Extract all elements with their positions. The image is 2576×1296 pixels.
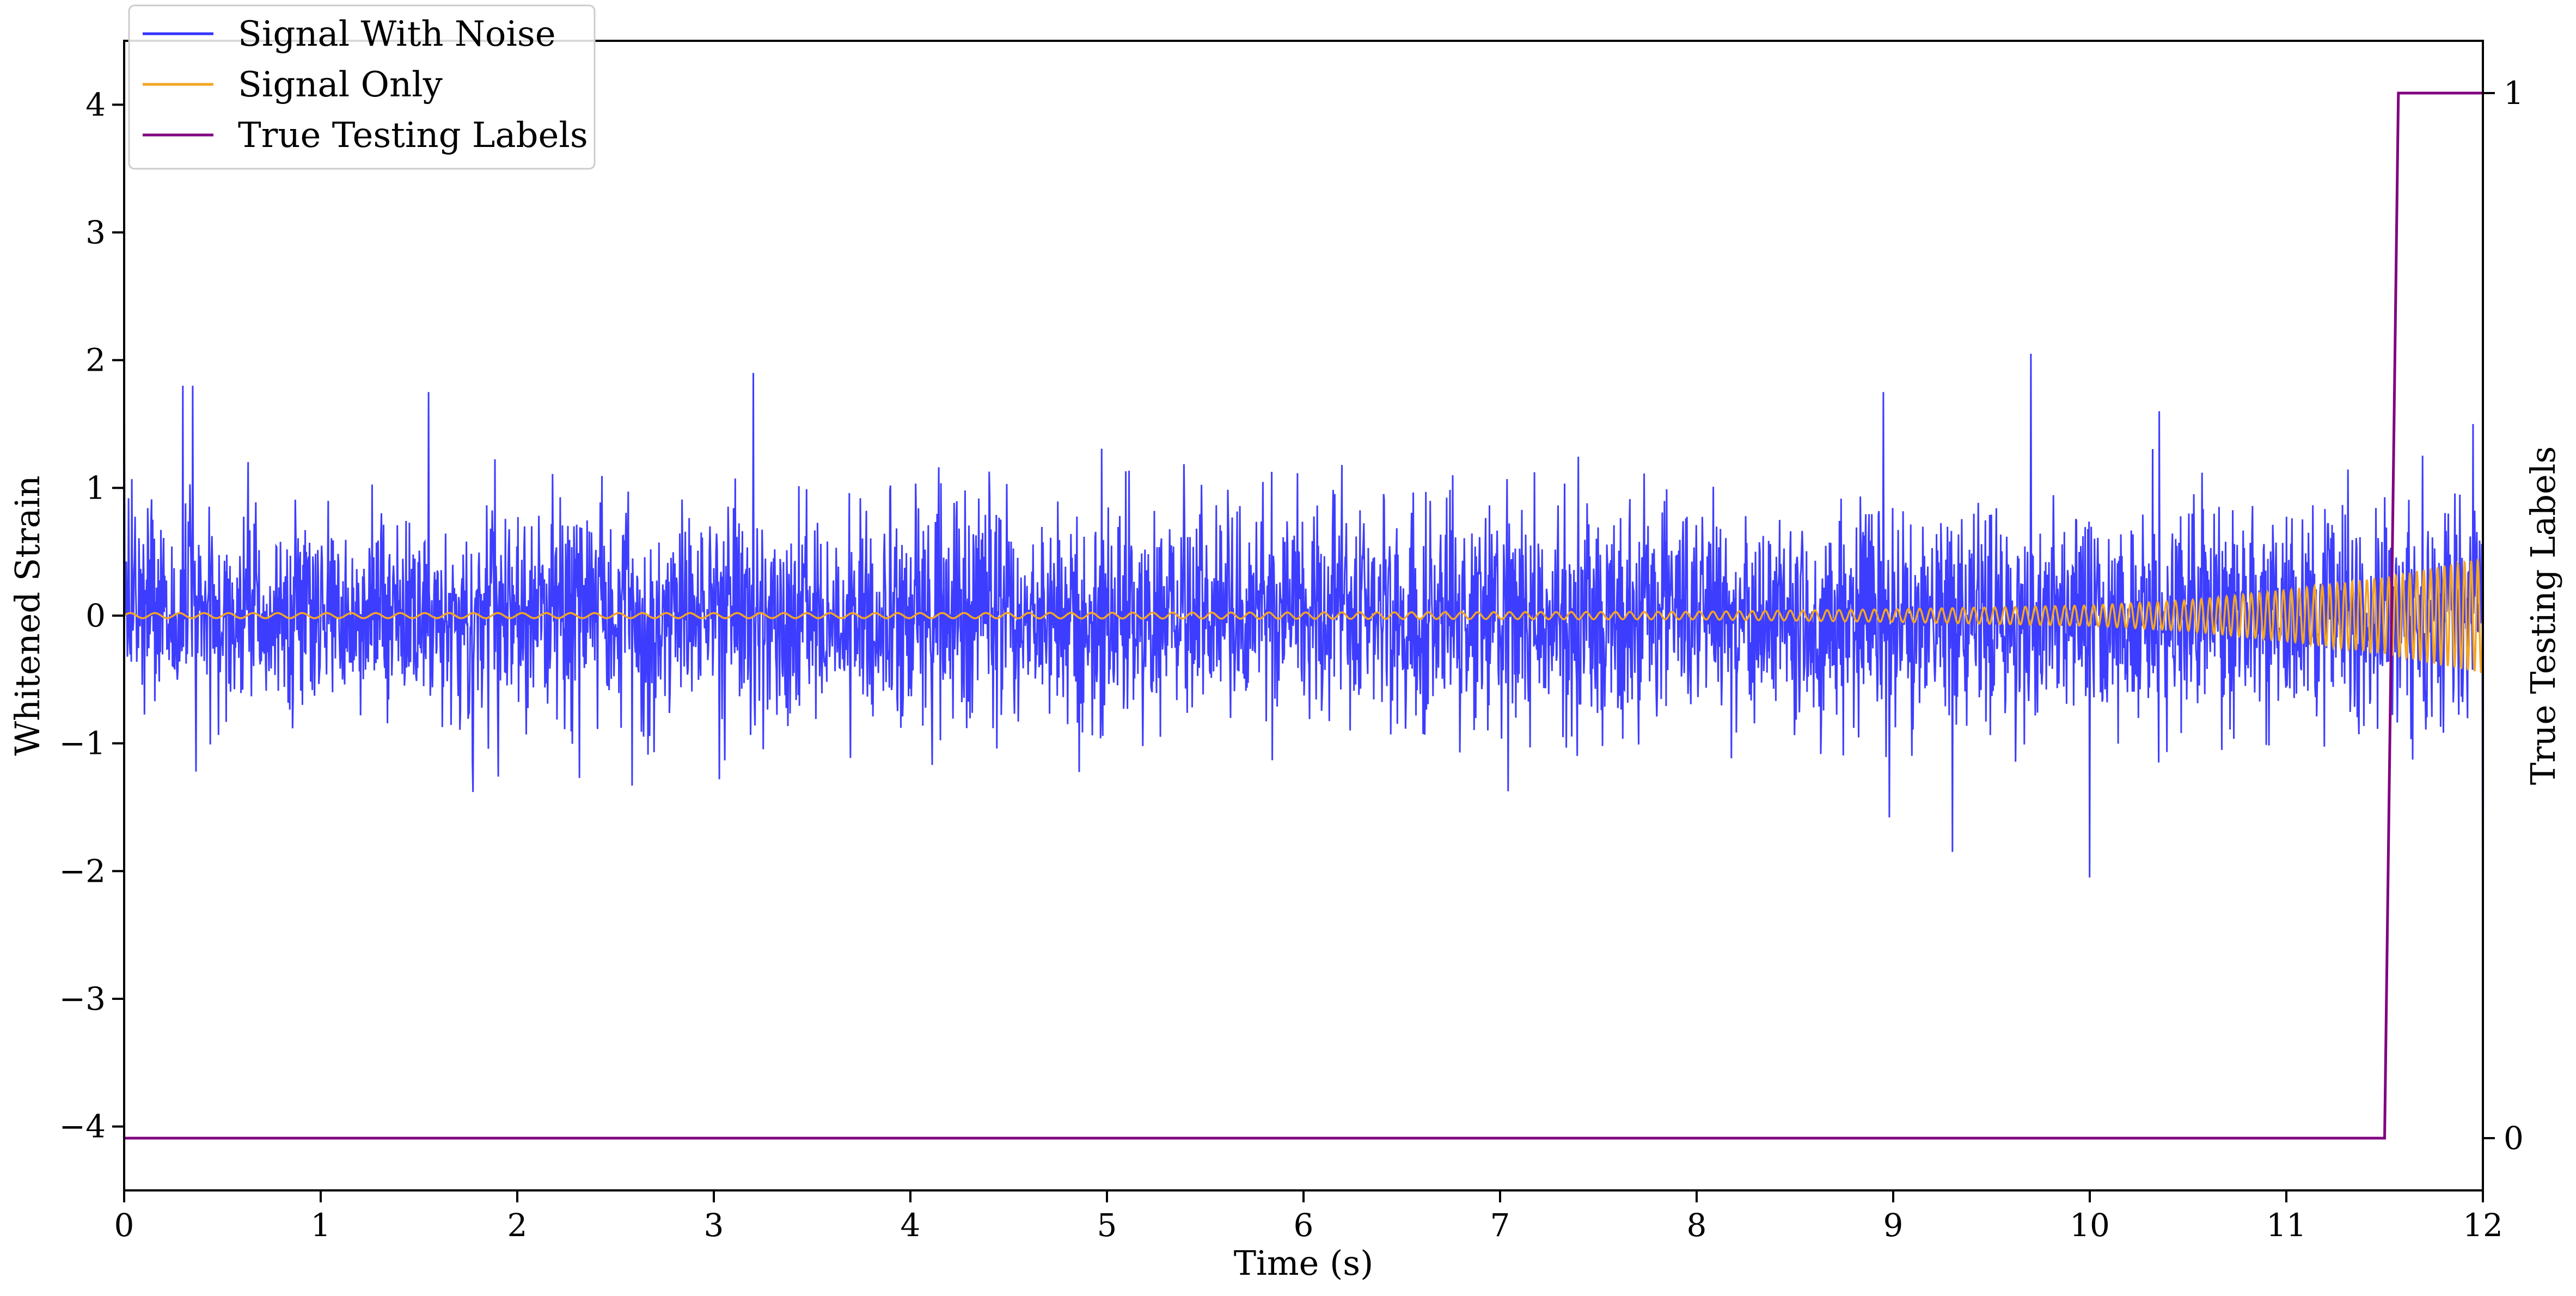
signal-with-noise-line [123, 264, 2484, 1152]
y-tick-label: −2 [59, 852, 106, 889]
y-tick-label: 2 [85, 342, 106, 379]
y2-tick-label: 1 [2504, 75, 2524, 112]
x-axis: 0 1 2 3 4 5 6 7 8 9 10 11 12 [114, 1190, 2503, 1244]
x-tick-label: 1 [311, 1207, 331, 1244]
x-tick-label: 4 [901, 1207, 921, 1244]
x-tick-label: 9 [1883, 1207, 1904, 1244]
y-tick-label: 0 [85, 597, 106, 634]
x-tick-label: 12 [2463, 1207, 2503, 1244]
y-axis-label: Whitened Strain [8, 476, 47, 756]
legend-label-true-testing-labels: True Testing Labels [238, 115, 588, 156]
x-axis-label: Time (s) [1234, 1243, 1374, 1283]
true-testing-labels-line [124, 91, 2483, 1140]
x-tick-label: 10 [2070, 1207, 2110, 1244]
x-tick-label: 11 [2266, 1207, 2306, 1244]
legend-box [128, 4, 596, 170]
y-tick-label: 4 [85, 86, 106, 123]
legend: Signal With Noise Signal Only True Testi… [128, 4, 596, 170]
y-tick-label: −4 [59, 1108, 106, 1145]
x-tick-label: 7 [1490, 1207, 1510, 1244]
signal-with-noise-path [123, 264, 2484, 1152]
y2-tick-label: 0 [2504, 1120, 2524, 1157]
true-testing-labels-path [124, 91, 2483, 1140]
x-tick-label: 0 [114, 1207, 134, 1244]
legend-label-signal-with-noise: Signal With Noise [238, 14, 556, 54]
y-tick-label: 1 [85, 469, 106, 506]
x-tick-label: 8 [1687, 1207, 1707, 1244]
x-tick-label: 3 [704, 1207, 724, 1244]
y-axis-right: 10 [2483, 75, 2524, 1157]
y-axis-left: 4 3 2 1 0 −1 −2 −3 −4 [59, 86, 124, 1145]
signal-only-line [123, 559, 2484, 674]
x-tick-label: 2 [507, 1207, 528, 1244]
y-tick-label: −1 [59, 725, 106, 762]
legend-label-signal-only: Signal Only [238, 65, 443, 105]
x-tick-label: 5 [1097, 1207, 1117, 1244]
y2-axis-label: True Testing Labels [2523, 446, 2563, 785]
y-tick-label: −3 [59, 980, 106, 1017]
y-tick-label: 3 [85, 214, 106, 251]
x-tick-label: 6 [1294, 1207, 1314, 1244]
signal-only-path [123, 559, 2484, 674]
